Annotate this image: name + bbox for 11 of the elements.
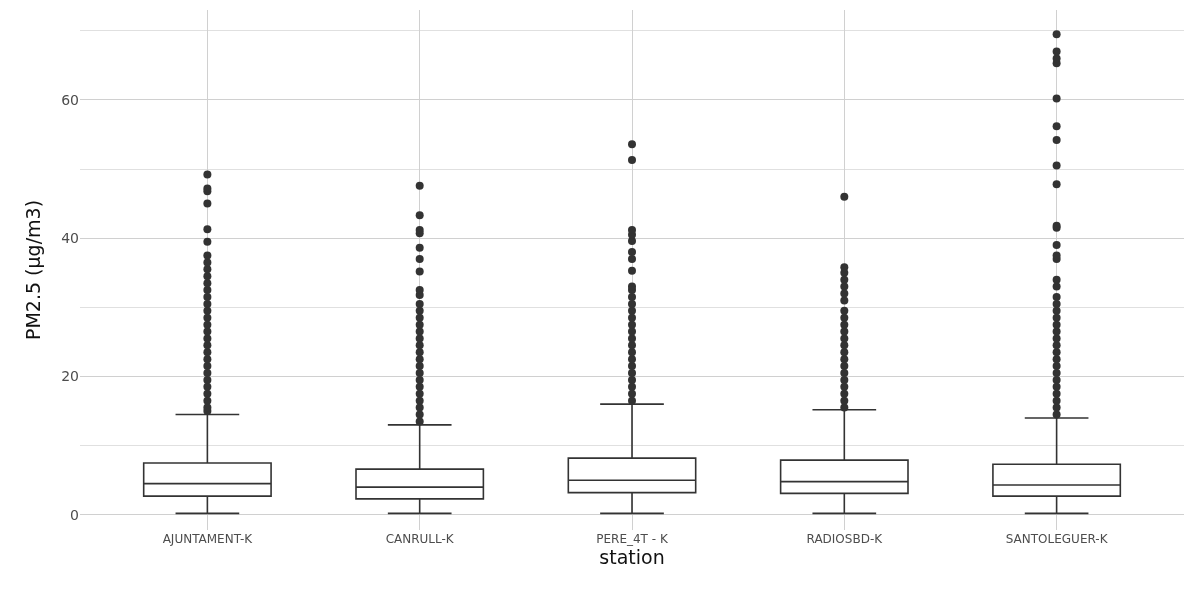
y-tick-label: 60 [61, 91, 79, 108]
x-axis-title: station [599, 546, 665, 568]
y-axis-title: PM2.5 (µg/m3) [22, 199, 45, 341]
x-tick-label: PERE_4T - K [596, 532, 669, 546]
y-tick-label: 0 [70, 506, 79, 523]
x-tick-label: RADIOSBD-K [806, 532, 884, 546]
x-tick-label: AJUNTAMENT-K [162, 532, 254, 546]
y-tick-label: 40 [61, 230, 79, 247]
y-tick-label: 20 [61, 368, 79, 385]
x-tick-label: SANTOLEGUER-K [1005, 532, 1109, 546]
x-tick-label: CANRULL-K [385, 532, 455, 546]
